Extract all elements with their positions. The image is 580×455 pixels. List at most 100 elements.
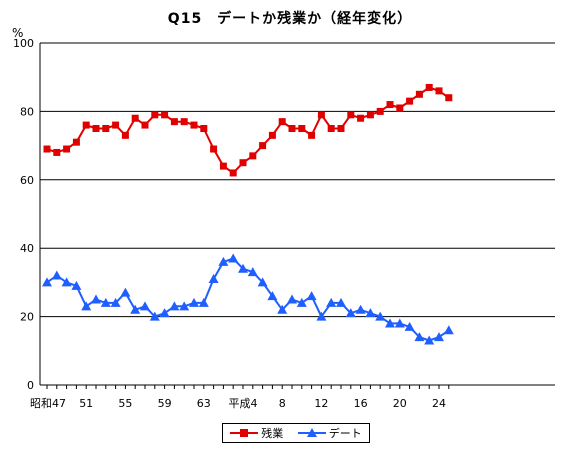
data-point-zangyo xyxy=(298,125,306,132)
data-point-zangyo xyxy=(396,104,404,112)
data-point-date xyxy=(100,297,111,307)
data-point-zangyo xyxy=(151,111,159,119)
data-point-date xyxy=(375,311,386,321)
data-point-date xyxy=(120,287,131,297)
data-point-date xyxy=(404,321,415,331)
data-point-date xyxy=(91,294,101,304)
data-point-date xyxy=(306,291,317,301)
data-point-date xyxy=(238,263,248,273)
data-point-date xyxy=(71,280,82,290)
data-point-date xyxy=(326,297,337,307)
data-point-date xyxy=(247,267,258,277)
data-point-date xyxy=(81,301,92,311)
data-point-zangyo xyxy=(317,111,325,119)
data-point-date xyxy=(277,304,288,314)
data-point-date xyxy=(130,304,141,314)
data-point-date xyxy=(198,297,209,307)
gridlines xyxy=(40,42,555,318)
data-point-zangyo xyxy=(121,131,129,139)
legend: 残業 デート xyxy=(222,423,370,443)
data-point-zangyo xyxy=(347,111,355,119)
series-line-1 xyxy=(46,257,450,342)
y-tick-label: 60 xyxy=(20,174,34,187)
x-tick-label: 12 xyxy=(314,397,328,410)
axes xyxy=(39,43,555,389)
data-point-date xyxy=(434,332,444,342)
data-point-zangyo xyxy=(386,101,394,109)
data-point-zangyo xyxy=(72,138,80,146)
data-point-zangyo xyxy=(53,148,61,156)
y-tick-label: 100 xyxy=(13,37,34,50)
data-point-date xyxy=(424,335,435,345)
data-point-date xyxy=(208,273,219,283)
data-point-zangyo xyxy=(239,159,247,167)
legend-label-date: デート xyxy=(328,427,362,440)
data-point-zangyo xyxy=(288,125,296,132)
data-point-date xyxy=(159,308,170,318)
data-point-zangyo xyxy=(357,114,365,122)
data-point-date xyxy=(61,277,72,287)
y-tick-label: 0 xyxy=(27,379,34,392)
data-point-date xyxy=(443,325,454,335)
x-tick-label: 昭和47 xyxy=(30,397,66,410)
data-point-zangyo xyxy=(63,145,71,153)
data-point-date xyxy=(345,308,356,318)
data-point-zangyo xyxy=(435,87,443,95)
data-point-date xyxy=(365,308,376,318)
data-point-zangyo xyxy=(415,90,423,98)
y-tick-labels: 0 20 40 60 80 100 xyxy=(13,37,34,392)
data-point-zangyo xyxy=(249,152,257,160)
x-tick-label: 63 xyxy=(197,397,211,410)
data-point-zangyo xyxy=(327,125,335,132)
data-point-date xyxy=(385,318,395,328)
data-point-date xyxy=(110,297,121,307)
data-point-zangyo xyxy=(229,169,237,177)
y-axis-unit: % xyxy=(12,26,24,40)
data-point-zangyo xyxy=(445,94,453,102)
data-point-date xyxy=(316,311,327,321)
data-point-zangyo xyxy=(406,97,414,105)
x-tick-label: 16 xyxy=(354,397,368,410)
y-tick-label: 40 xyxy=(20,242,34,255)
data-point-date xyxy=(287,294,297,304)
legend-swatch-date xyxy=(297,428,326,437)
data-point-zangyo xyxy=(425,83,433,91)
data-point-date xyxy=(414,332,425,342)
data-point-date xyxy=(218,256,229,266)
x-tick-label: 8 xyxy=(279,397,286,410)
x-tick-label: 59 xyxy=(158,397,172,410)
data-point-date xyxy=(140,301,150,311)
data-point-date xyxy=(42,277,52,287)
x-tick-label: 平成4 xyxy=(229,397,258,410)
x-tick-label: 24 xyxy=(432,397,446,410)
legend-item-date: デート xyxy=(297,425,362,441)
data-point-zangyo xyxy=(82,121,90,129)
data-point-date xyxy=(257,277,268,287)
data-point-zangyo xyxy=(259,142,267,150)
data-point-date xyxy=(169,301,180,311)
data-point-zangyo xyxy=(170,118,178,126)
data-point-zangyo xyxy=(112,121,120,129)
data-point-date xyxy=(394,318,405,328)
x-tick-label: 55 xyxy=(118,397,132,410)
data-point-date xyxy=(355,304,366,314)
data-point-date xyxy=(228,253,239,263)
data-point-date xyxy=(179,301,190,311)
data-point-zangyo xyxy=(180,118,188,126)
data-point-zangyo xyxy=(200,125,208,132)
data-point-date xyxy=(336,297,346,307)
data-point-date xyxy=(296,297,307,307)
data-point-zangyo xyxy=(210,145,218,153)
data-point-zangyo xyxy=(268,131,276,139)
x-tick-label: 51 xyxy=(79,397,93,410)
x-tick-labels: 昭和47 51 55 59 63 平成4 8 12 16 20 24 xyxy=(30,397,446,410)
y-tick-label: 80 xyxy=(20,105,34,118)
series-layer xyxy=(42,83,454,345)
data-point-zangyo xyxy=(161,111,169,119)
data-point-zangyo xyxy=(190,121,198,129)
legend-swatch-zangyo xyxy=(230,429,259,437)
legend-label-zangyo: 残業 xyxy=(261,427,284,440)
chart-title: Q15 デートか残業か（経年変化） xyxy=(167,11,413,27)
data-point-zangyo xyxy=(337,125,345,132)
data-point-zangyo xyxy=(131,114,139,122)
